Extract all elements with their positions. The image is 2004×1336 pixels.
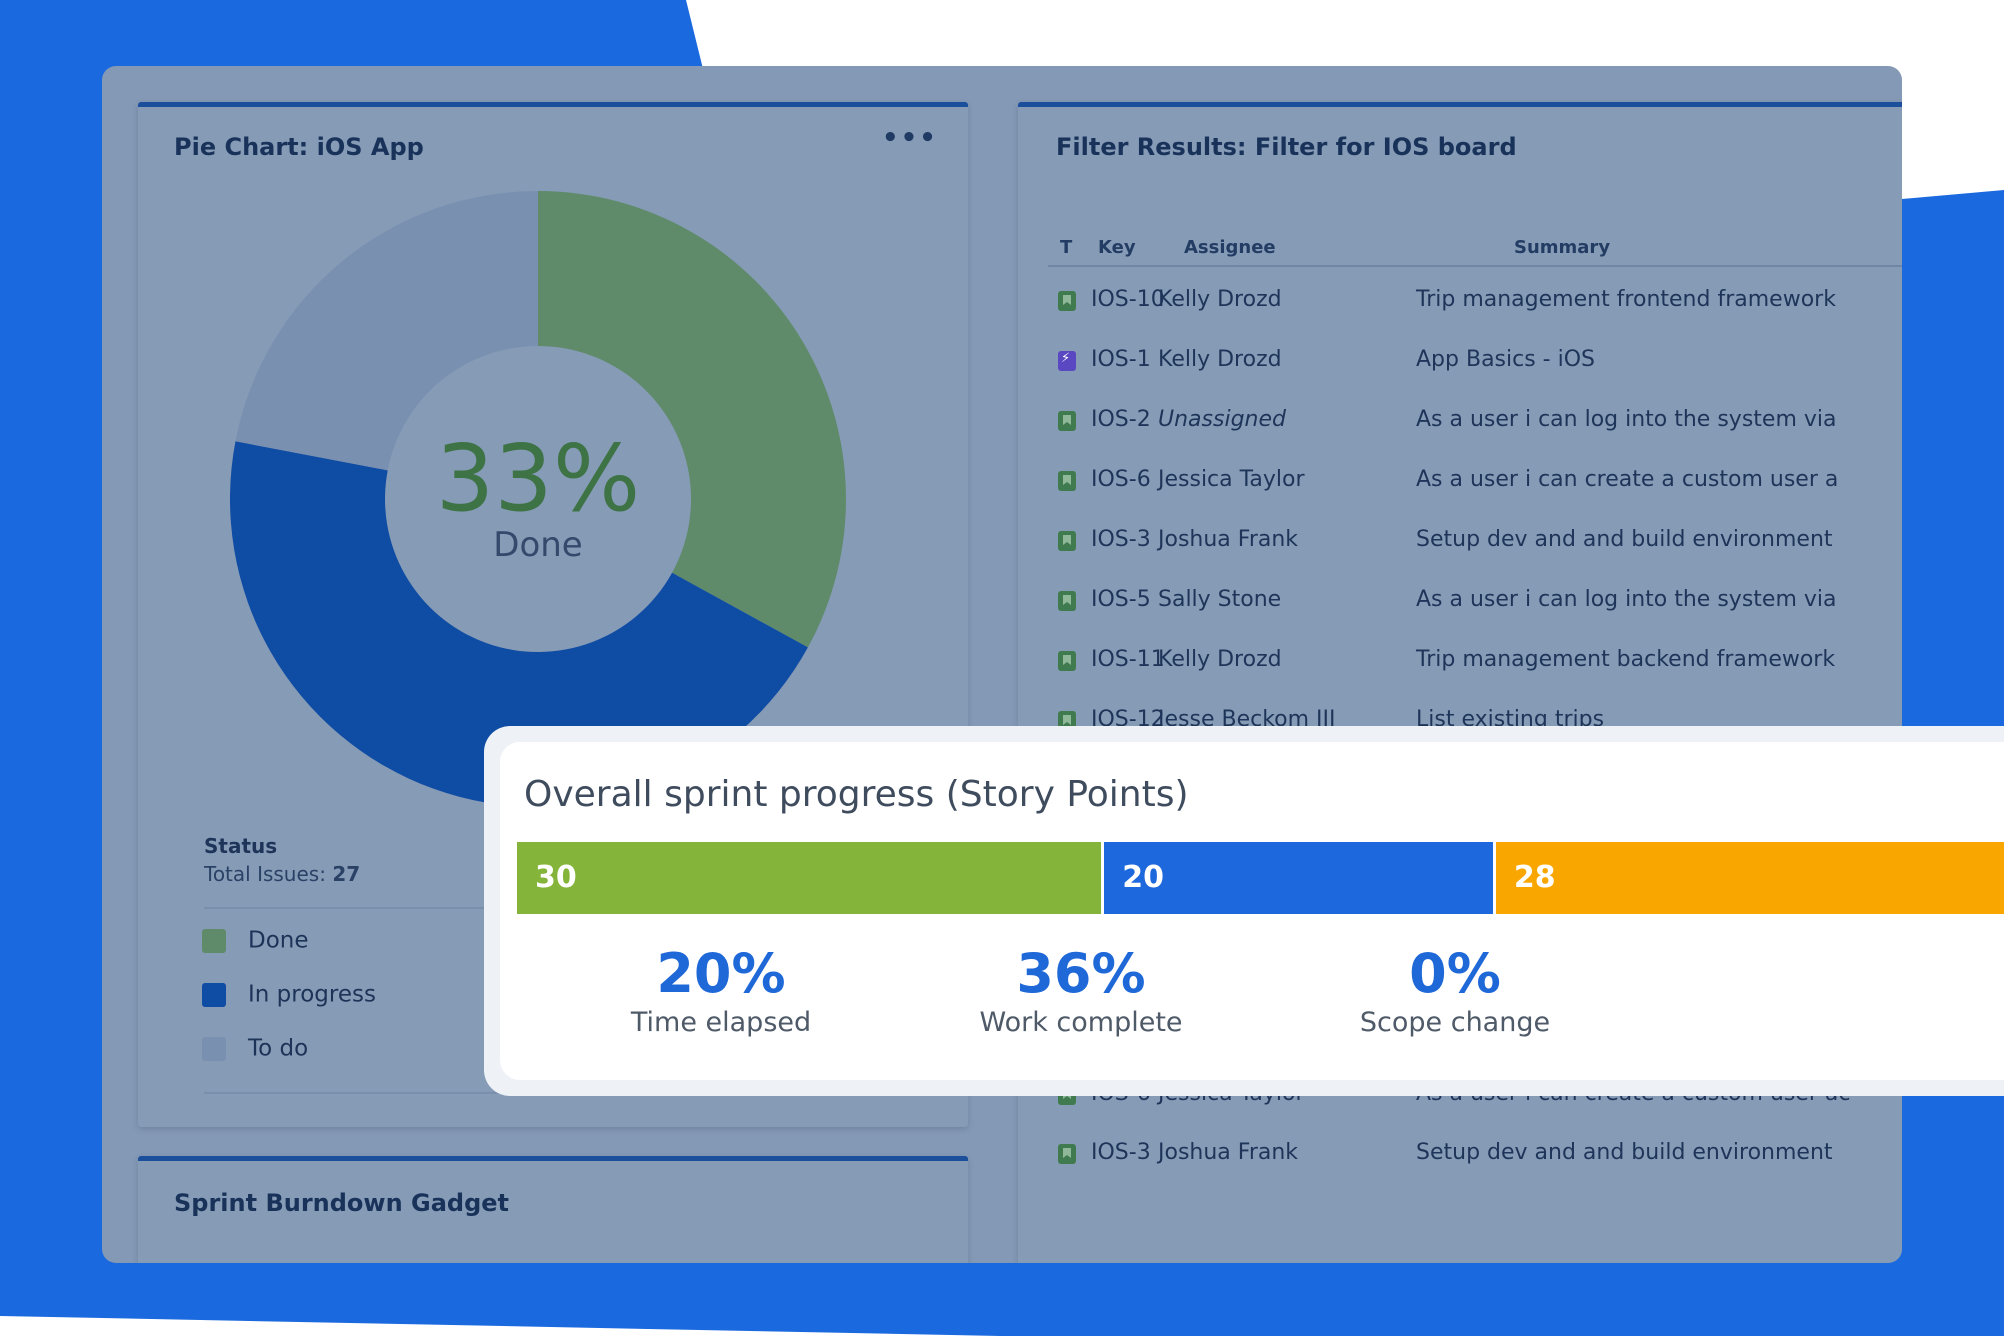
legend-item-in-progress[interactable]: In progress — [202, 981, 376, 1008]
legend-item-to-do[interactable]: To do — [202, 1035, 308, 1062]
pie-chart-title: Pie Chart: iOS App — [174, 133, 424, 161]
epic-type-icon — [1058, 351, 1076, 371]
issue-key-link[interactable]: IOS-3 — [1091, 527, 1151, 552]
issue-key-link[interactable]: IOS-11 — [1091, 647, 1165, 672]
column-header-key[interactable]: Key — [1098, 237, 1136, 258]
issue-summary[interactable]: As a user i can log into the system via — [1416, 587, 1837, 612]
issue-assignee: Jessica Taylor — [1158, 467, 1305, 492]
issue-assignee: Unassigned — [1158, 407, 1286, 432]
sprint-burndown-title: Sprint Burndown Gadget — [174, 1189, 510, 1217]
story-type-icon — [1058, 591, 1076, 611]
stat-scope-change-caption: Scope change — [1359, 1007, 1551, 1038]
issue-summary[interactable]: As a user i can log into the system via — [1416, 407, 1837, 432]
stat-time-elapsed-value: 20% — [656, 942, 786, 1005]
pie-slice-done[interactable] — [538, 191, 847, 648]
sprint-progress-title: Overall sprint progress (Story Points) — [524, 774, 1189, 815]
table-row[interactable]: IOS-5 Sally Stone As a user i can log into… — [1018, 583, 1902, 623]
table-row[interactable]: IOS-3 Joshua Frank Setup dev and and build… — [1018, 1136, 1902, 1176]
stat-scope-change: 0% Scope change — [1305, 942, 1605, 1038]
stat-work-complete-caption: Work complete — [979, 1007, 1183, 1038]
issue-summary[interactable]: Setup dev and and build environment — [1416, 1140, 1833, 1165]
sprint-burndown-panel: Sprint Burndown Gadget — [138, 1156, 968, 1263]
issue-key-link[interactable]: IOS-10 — [1091, 287, 1165, 312]
legend-divider-top — [204, 907, 584, 909]
table-row[interactable]: IOS-6 Jessica Taylor As a user i can creat… — [1018, 463, 1902, 503]
issue-assignee: Joshua Frank — [1158, 1140, 1299, 1165]
legend-label-to-do: To do — [248, 1035, 309, 1062]
issue-key-link[interactable]: IOS-3 — [1091, 1140, 1151, 1165]
pie-center-label: Done — [493, 525, 583, 565]
issue-key-link[interactable]: IOS-5 — [1091, 587, 1151, 612]
issue-summary[interactable]: App Basics - iOS — [1416, 347, 1595, 372]
table-row[interactable]: IOS-1 Kelly Drozd App Basics - iOS — [1018, 343, 1902, 383]
stat-time-elapsed: 20% Time elapsed — [571, 942, 871, 1038]
column-header-type[interactable]: T — [1060, 237, 1073, 258]
pie-center-percent: 33% — [435, 425, 641, 532]
issue-summary[interactable]: Setup dev and and build environment — [1416, 527, 1833, 552]
legend-swatch-in-progress — [202, 982, 226, 1007]
issue-key-link[interactable]: IOS-2 — [1091, 407, 1151, 432]
column-header-summary[interactable]: Summary — [1514, 237, 1611, 258]
pie-chart — [229, 191, 847, 808]
issue-summary[interactable]: As a user i can create a custom user a — [1416, 467, 1839, 492]
story-type-icon — [1058, 651, 1076, 671]
story-type-icon — [1058, 1144, 1076, 1164]
table-row[interactable]: IOS-11 Kelly Drozd Trip management backend… — [1018, 643, 1902, 683]
sprint-progress-card: Overall sprint progress (Story Points) 3… — [484, 726, 2004, 1096]
total-issues-label: Total Issues: — [204, 862, 326, 886]
issue-assignee: Kelly Drozd — [1158, 347, 1282, 372]
issue-assignee: Joshua Frank — [1158, 527, 1299, 552]
table-row[interactable]: IOS-3 Joshua Frank Setup dev and and build… — [1018, 523, 1902, 563]
progress-segment-done: 30 — [517, 842, 1102, 914]
progress-segment-to-do: 28 — [1495, 842, 2004, 914]
issue-assignee: Kelly Drozd — [1158, 287, 1282, 312]
stat-work-complete: 36% Work complete — [931, 942, 1231, 1038]
pie-slice-in-progress[interactable] — [229, 441, 808, 808]
total-issues-value: 27 — [332, 862, 361, 886]
status-heading: Status — [204, 834, 278, 858]
legend-swatch-to-do — [202, 1036, 226, 1061]
legend-label-in-progress: In progress — [248, 981, 376, 1008]
legend-item-done[interactable]: Done — [202, 927, 309, 954]
more-horizontal-icon[interactable]: ••• — [882, 123, 938, 153]
story-type-icon — [1058, 291, 1076, 311]
story-type-icon — [1058, 411, 1076, 431]
issue-key-link[interactable]: IOS-6 — [1091, 467, 1151, 492]
progress-segment-in-progress: 20 — [1104, 842, 1493, 914]
table-row[interactable]: IOS-10 Kelly Drozd Trip management fronten… — [1018, 283, 1902, 323]
issue-assignee: Sally Stone — [1158, 587, 1282, 612]
legend-divider-bottom — [204, 1092, 584, 1094]
stat-scope-change-value: 0% — [1409, 942, 1501, 1005]
story-type-icon — [1058, 531, 1076, 551]
column-header-assignee[interactable]: Assignee — [1184, 237, 1276, 258]
header-divider — [1048, 265, 1902, 267]
issue-summary[interactable]: Trip management frontend framework — [1416, 287, 1836, 312]
issue-summary[interactable]: Trip management backend framework — [1416, 647, 1836, 672]
stat-work-complete-value: 36% — [1016, 942, 1146, 1005]
issue-key-link[interactable]: IOS-1 — [1091, 347, 1151, 372]
legend-swatch-done — [202, 928, 226, 953]
table-row[interactable]: IOS-2 Unassigned As a user i can log into … — [1018, 403, 1902, 443]
issue-assignee: Kelly Drozd — [1158, 647, 1282, 672]
sprint-progress-inner: Overall sprint progress (Story Points) 3… — [500, 742, 2004, 1080]
total-issues: Total Issues: 27 — [204, 862, 360, 886]
legend-label-done: Done — [248, 927, 309, 954]
story-type-icon — [1058, 471, 1076, 491]
filter-results-title: Filter Results: Filter for IOS board — [1056, 133, 1517, 161]
pie-slice-to-do[interactable] — [235, 191, 539, 471]
stat-time-elapsed-caption: Time elapsed — [630, 1007, 812, 1038]
